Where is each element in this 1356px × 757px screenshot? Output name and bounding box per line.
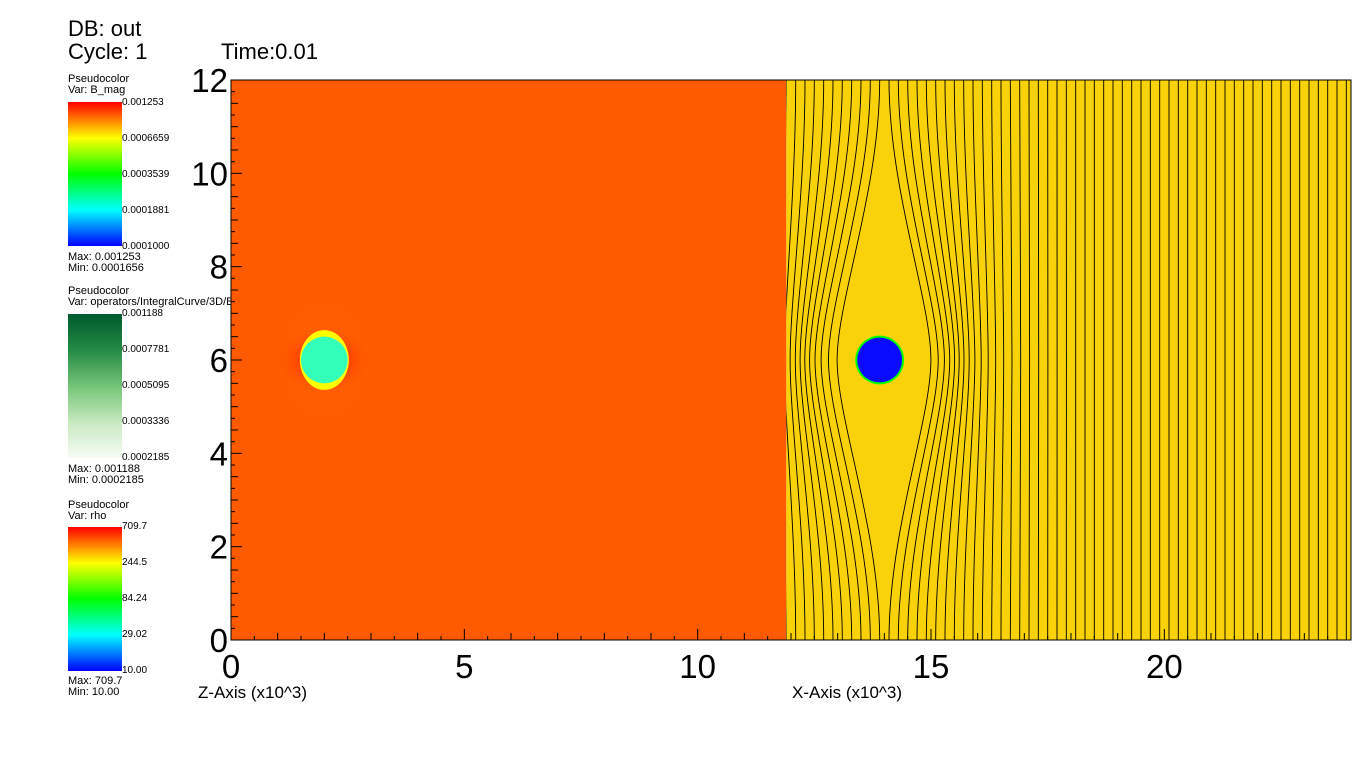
field-line [981, 80, 989, 640]
legend-tick: 244.5 [122, 557, 148, 568]
legend-colorbar [68, 102, 122, 246]
cycle-label: Cycle: 1 [68, 39, 148, 64]
legend-tick: 0.001188 [122, 308, 163, 319]
legend-tick: 0.001253 [122, 97, 164, 108]
field-line [814, 80, 853, 640]
y-tick-label: 6 [210, 342, 228, 379]
field-line [786, 80, 797, 640]
x-tick-label: 5 [455, 648, 473, 685]
legend-tick: 0.0003336 [122, 416, 170, 427]
y-tick-label: 4 [210, 435, 228, 472]
legend-tick: 0.0005095 [122, 380, 170, 391]
field-line [963, 80, 976, 640]
legend-type: Pseudocolor [68, 285, 130, 297]
field-line [953, 80, 970, 640]
legend-tick: 10.00 [122, 665, 148, 676]
field-line [991, 80, 997, 640]
field-line [1028, 80, 1031, 640]
x-axis-label-left: Z-Axis (x10^3) [198, 683, 308, 702]
y-tick-label: 10 [191, 155, 228, 192]
x-tick-label: 10 [679, 648, 716, 685]
db-label: DB: out [68, 16, 142, 41]
legend-max: Max: 709.7 [68, 675, 123, 687]
field-line [789, 80, 806, 640]
obstacle-circle-left [301, 336, 348, 384]
field-line [1009, 80, 1013, 640]
x-tick-label: 0 [222, 648, 240, 685]
legend-min: Min: 0.0002185 [68, 474, 144, 486]
field-line [907, 80, 945, 640]
field-lines [786, 80, 1347, 640]
field-line [809, 80, 843, 640]
field-line [944, 80, 965, 640]
legend-tick: 0.0006659 [122, 133, 170, 144]
legend-var: Var: B_mag [68, 84, 126, 96]
legend-max: Max: 0.001253 [68, 251, 141, 263]
field-line [1019, 80, 1022, 640]
legend-max: Max: 0.001188 [68, 463, 140, 475]
x-tick-label: 20 [1146, 648, 1183, 685]
legend-var: Var: rho [68, 510, 107, 522]
legend-tick: 709.7 [122, 521, 148, 532]
field-line [794, 80, 815, 640]
field-line [916, 80, 951, 640]
y-tick-label: 12 [191, 62, 228, 99]
legend-tick: 84.24 [122, 593, 148, 604]
y-tick-label: 2 [210, 529, 228, 566]
field-line [972, 80, 982, 640]
obstacle-circle-right [857, 337, 903, 383]
field-line [799, 80, 825, 640]
field-line [925, 80, 956, 640]
legend-type: Pseudocolor [68, 73, 130, 85]
field-line [1000, 80, 1005, 640]
legend-type: Pseudocolor [68, 499, 130, 511]
legend-tick: 0.0007781 [122, 344, 170, 355]
legend-min: Min: 0.0001656 [68, 262, 144, 274]
legend-tick: 0.0003539 [122, 169, 170, 180]
legend-tick: 0.0002185 [122, 452, 170, 463]
x-axis-label-right: X-Axis (x10^3) [792, 683, 903, 702]
legend-colorbar [68, 527, 122, 671]
field-line [888, 80, 932, 640]
x-tick-label: 15 [913, 648, 950, 685]
y-tick-label: 8 [210, 249, 228, 286]
legend-var: Var: operators/IntegralCurve/3D/B [68, 296, 234, 308]
legend-tick: 0.0001000 [122, 241, 170, 252]
y-tick-label: 0 [210, 622, 228, 659]
field-line [804, 80, 834, 640]
time-label: Time:0.01 [221, 39, 319, 64]
legend-tick: 0.0001881 [122, 205, 170, 216]
legend-min: Min: 10.00 [68, 686, 120, 698]
field-line [935, 80, 960, 640]
field-line [828, 80, 871, 640]
field-line [836, 80, 881, 640]
legend-colorbar [68, 314, 122, 458]
legend-tick: 29.02 [122, 629, 148, 640]
field-line [820, 80, 862, 640]
field-line [897, 80, 939, 640]
